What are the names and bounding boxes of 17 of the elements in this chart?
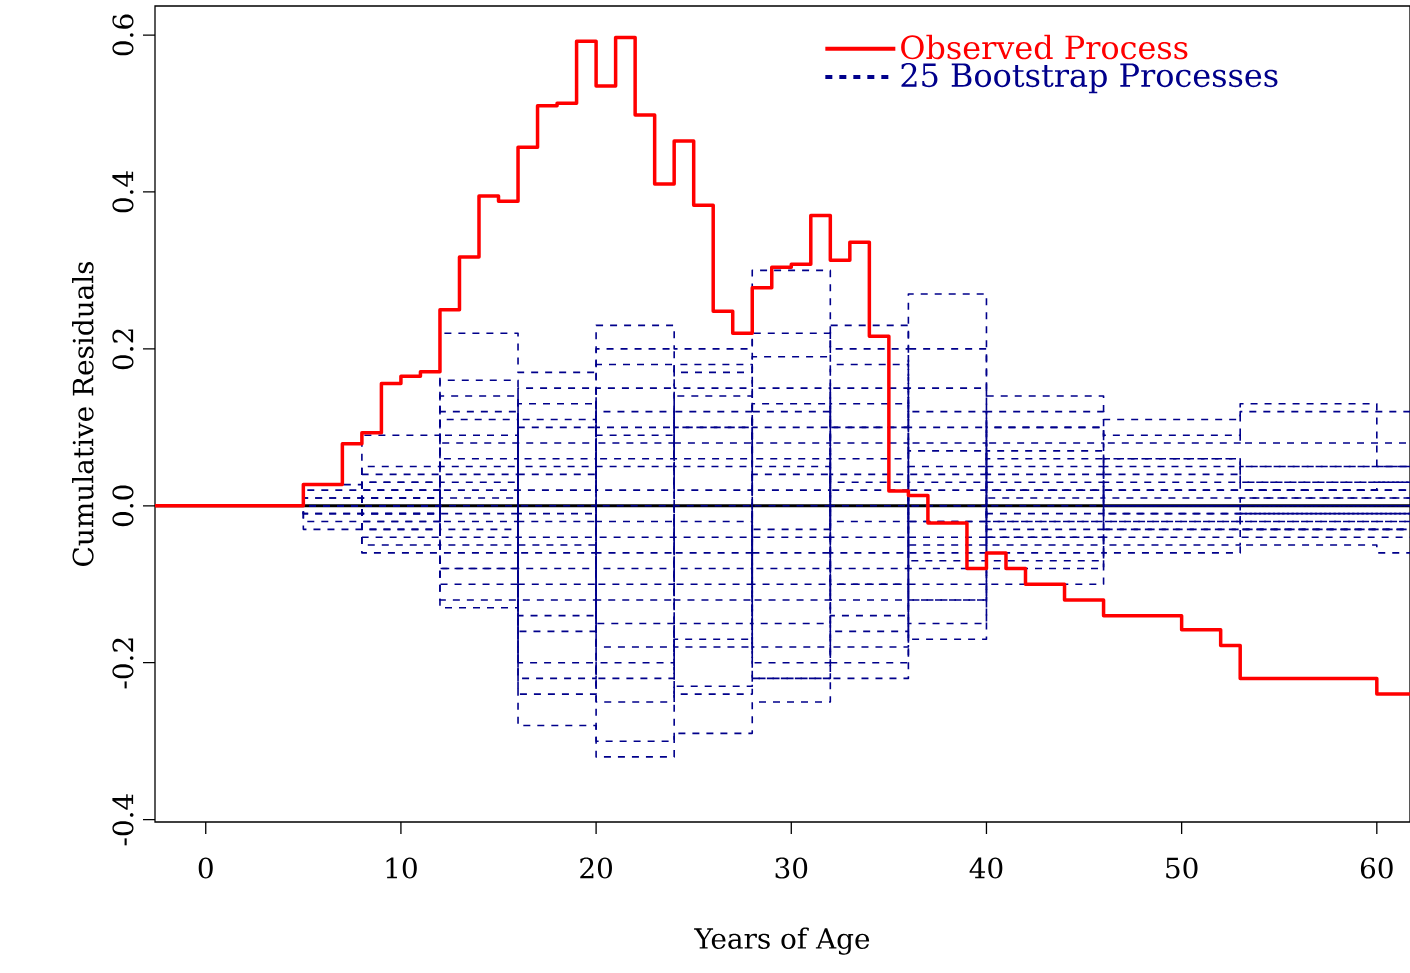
- y-tick-label: 0.4: [112, 171, 134, 213]
- legend-label: 25 Bootstrap Processes: [901, 63, 1278, 94]
- x-tick-label: 10: [386, 857, 417, 879]
- y-tick-label: 0.2: [112, 329, 134, 370]
- x-tick-label: 20: [580, 857, 612, 879]
- legend-label: Observed Process: [901, 34, 1188, 60]
- y-tick-label: -0.4: [112, 794, 134, 846]
- x-tick-label: 40: [969, 857, 1003, 879]
- x-tick-label: 50: [1166, 857, 1198, 879]
- x-tick-label: 0: [198, 857, 213, 879]
- y-axis-title: Cumulative Residuals: [72, 261, 94, 566]
- y-tick-label: 0.0: [112, 485, 134, 527]
- x-tick-label: 60: [1360, 857, 1393, 879]
- y-tick-label: -0.2: [112, 638, 134, 689]
- x-tick-label: 30: [775, 857, 808, 879]
- x-axis-title: Years of Age: [694, 927, 870, 955]
- y-tick-label: 0.6: [112, 14, 134, 56]
